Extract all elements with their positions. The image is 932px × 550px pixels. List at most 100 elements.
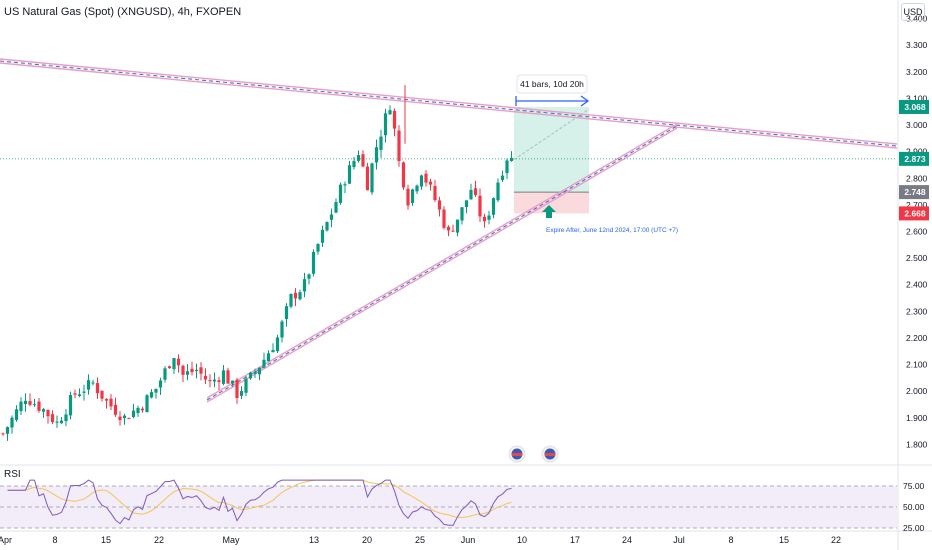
candle-body <box>23 400 28 405</box>
x-tick-label: 25 <box>415 535 425 545</box>
candle-body <box>437 200 442 210</box>
event-flag-stripe <box>545 453 555 456</box>
candle-body <box>500 175 505 180</box>
event-flag-stripe <box>512 453 522 456</box>
candle-body <box>95 383 100 394</box>
candle-body <box>208 380 212 382</box>
price-badge-label: 2.668 <box>904 208 926 218</box>
profit-zone <box>514 106 589 193</box>
candle-body <box>365 166 370 191</box>
candle-body <box>244 378 248 393</box>
price-badge-label: 2.748 <box>904 187 926 197</box>
candle-body <box>145 395 149 413</box>
candle-body <box>455 219 460 233</box>
candle-body <box>329 214 334 220</box>
y-tick-label: 3.000 <box>906 120 928 130</box>
candle-body <box>383 113 388 136</box>
candle-body <box>172 358 176 370</box>
x-tick-label: 20 <box>362 535 372 545</box>
y-tick-label: 3.300 <box>906 40 928 50</box>
candle-body <box>217 380 221 383</box>
candle-body <box>77 394 82 397</box>
candle-body <box>55 421 59 423</box>
x-tick-label: 24 <box>622 535 632 545</box>
y-tick-label: 2.500 <box>906 253 928 263</box>
rsi-line <box>7 479 512 526</box>
y-tick-label: 2.600 <box>906 227 928 237</box>
support-trendline-center <box>206 125 678 401</box>
x-tick-label: 15 <box>101 535 111 545</box>
candle-body <box>473 188 478 196</box>
currency-button[interactable]: USD <box>901 3 925 21</box>
candle-body <box>248 372 253 379</box>
bars-label-text: 41 bars, 10d 20h <box>520 79 584 89</box>
candle-body <box>487 215 491 220</box>
y-tick-label: 2.900 <box>906 147 928 157</box>
candle-body <box>158 380 163 388</box>
candle-body <box>239 391 244 396</box>
candle-body <box>469 189 473 200</box>
y-tick-label: 2.400 <box>906 280 928 290</box>
candle-body <box>338 184 343 203</box>
candle-body <box>451 230 455 232</box>
candle-body <box>347 165 352 184</box>
candle-body <box>194 369 199 372</box>
candle-body <box>86 380 91 390</box>
y-tick-label: 2.200 <box>906 333 928 343</box>
candle-body <box>424 173 428 183</box>
expire-label: Expire After, June 12nd 2024, 17:00 (UTC… <box>546 227 678 234</box>
candle-body <box>127 418 131 420</box>
rsi-level-label: 50.00 <box>903 502 925 512</box>
candle-body <box>181 365 185 375</box>
candle-body <box>203 375 208 380</box>
candle-body <box>266 353 271 362</box>
candle-body <box>397 130 401 162</box>
rsi-title: RSI <box>4 469 21 480</box>
candle-body <box>325 222 329 231</box>
candle-body <box>505 160 509 174</box>
y-tick-label: 3.100 <box>906 93 928 103</box>
candle-body <box>428 181 433 185</box>
candle-body <box>163 368 167 380</box>
candle-body <box>320 229 325 243</box>
candle-body <box>491 198 496 215</box>
candle-body <box>50 414 55 423</box>
resistance-trendline-center <box>0 60 898 147</box>
candle-body <box>271 349 275 353</box>
candle-body <box>32 404 37 406</box>
candle-body <box>410 189 415 204</box>
bars-arrow-head <box>580 95 590 107</box>
candle-body <box>100 390 104 399</box>
candle-body <box>257 367 262 375</box>
y-tick-label: 2.700 <box>906 200 928 210</box>
candle-body <box>275 337 280 352</box>
candle-body <box>230 380 235 384</box>
candle-body <box>221 370 226 384</box>
candle-body <box>190 368 194 373</box>
x-tick-label: 22 <box>831 535 841 545</box>
support-trendline-outer-top <box>206 123 678 399</box>
symbol-title: US Natural Gas (Spot) (XNGUSD), 4h, FXOP… <box>4 6 242 18</box>
candle-body <box>388 110 392 115</box>
candle-body <box>149 392 154 398</box>
price-badge-label: 2.873 <box>904 154 926 164</box>
candle-body <box>118 416 122 421</box>
candle-body <box>136 407 140 414</box>
candle-body <box>235 379 239 399</box>
candle-body <box>415 185 419 192</box>
candle-body <box>406 188 410 206</box>
candle-body <box>199 367 203 374</box>
price-badge <box>899 206 929 221</box>
candle-body <box>82 391 86 393</box>
candle-body <box>73 393 77 395</box>
candle-body <box>280 321 284 338</box>
candle-body <box>446 226 451 231</box>
candle-body <box>379 136 383 150</box>
x-tick-label: 17 <box>570 535 580 545</box>
candle-body <box>176 358 181 366</box>
candle-body <box>316 244 320 252</box>
candle-body <box>311 251 316 274</box>
candle-body <box>253 371 257 374</box>
y-tick-label: 3.200 <box>906 67 928 77</box>
